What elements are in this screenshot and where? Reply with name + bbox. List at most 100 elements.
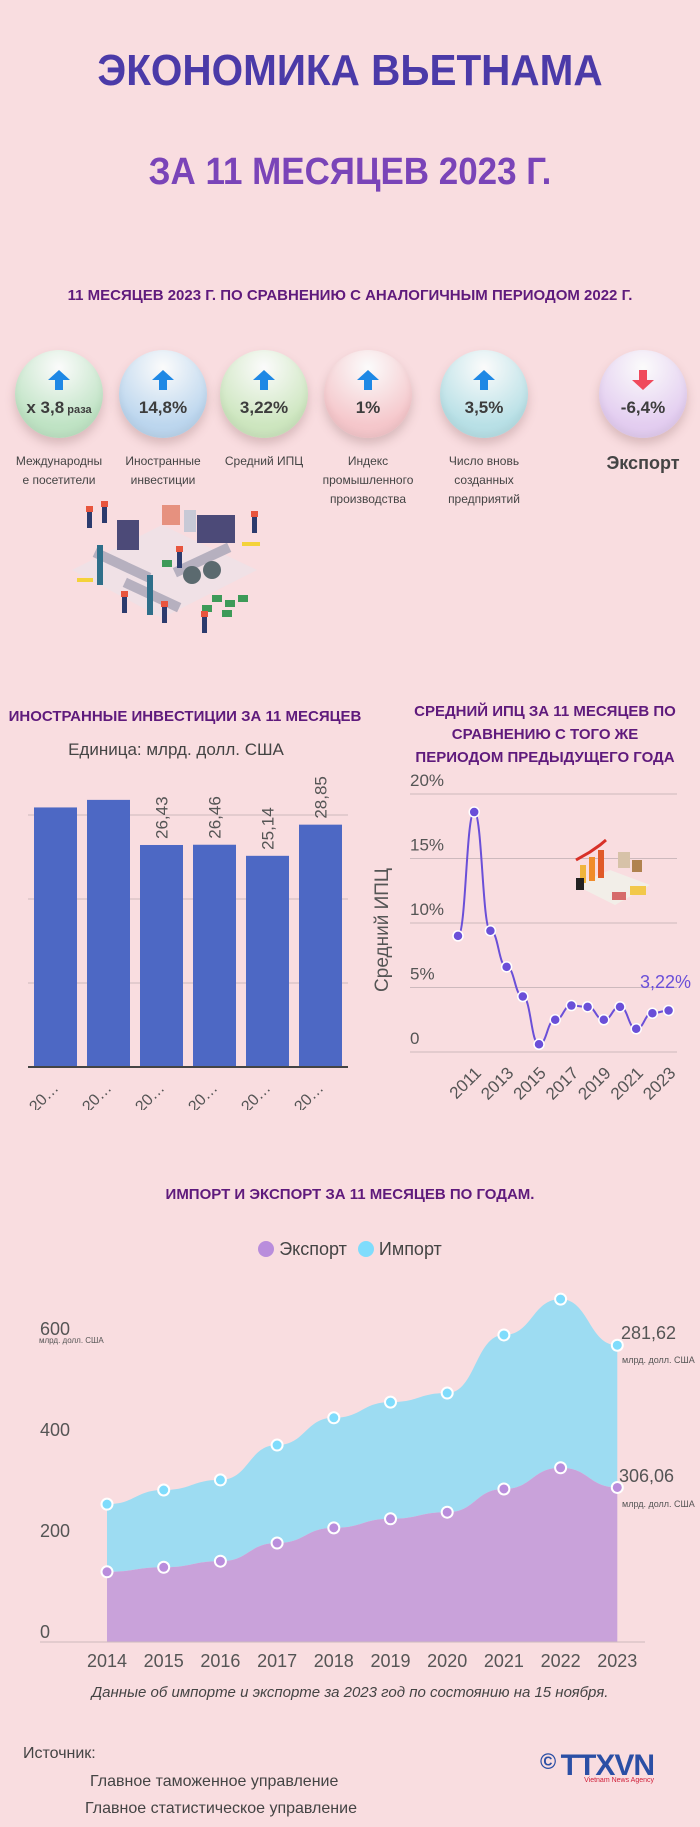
trade-chart-title: ИМПОРТ И ЭКСПОРТ ЗА 11 МЕСЯЦЕВ ПО ГОДАМ. <box>165 1186 535 1203</box>
kpi-circle: 1% <box>324 350 412 438</box>
svg-text:2014: 2014 <box>87 1651 127 1671</box>
kpi-circle: х 3,8 раза <box>15 350 103 438</box>
kpi-label: Индекс промышленного производства <box>322 454 414 506</box>
svg-text:200: 200 <box>40 1521 70 1541</box>
kpi-circle: 3,5% <box>440 350 528 438</box>
kpi-value: 3,22% <box>239 398 289 417</box>
svg-text:20…: 20… <box>132 1080 168 1110</box>
svg-text:2015: 2015 <box>510 1063 550 1103</box>
svg-text:2021: 2021 <box>484 1651 524 1671</box>
svg-text:2020: 2020 <box>427 1651 467 1671</box>
svg-text:3,22%: 3,22% <box>640 972 691 992</box>
arrow-up-icon <box>152 370 174 390</box>
factory-icon <box>72 501 260 633</box>
svg-text:2011: 2011 <box>446 1063 485 1102</box>
arrow-down-icon <box>632 370 654 390</box>
kpi-item: 14,8% Иностранные инвестиции <box>115 350 211 490</box>
svg-text:2021: 2021 <box>607 1063 647 1103</box>
trade-footnote: Данные об импорте и экспорте за 2023 год… <box>91 1684 609 1701</box>
cpi-title-line-1: СРЕДНИЙ ИПЦ ЗА 11 МЕСЯЦЕВ ПО <box>414 703 676 720</box>
svg-text:2017: 2017 <box>257 1651 297 1671</box>
svg-text:млрд. долл. США: млрд. долл. США <box>622 1499 695 1509</box>
kpi-value: х 3,8 раза <box>26 398 92 417</box>
kpi-circle: -6,4% <box>599 350 687 438</box>
ttxvn-logo: © TTXVN Vietnam News Agency <box>540 1749 655 1784</box>
kpi-item: х 3,8 раза Международны е посетители <box>11 350 107 490</box>
kpi-label: Экспорт <box>606 453 680 473</box>
svg-text:2022: 2022 <box>541 1651 581 1671</box>
svg-text:10%: 10% <box>410 900 444 919</box>
svg-text:0: 0 <box>40 1622 50 1642</box>
cpi-title-line-3: ПЕРИОДОМ ПРЕДЫДУЩЕГО ГОДА <box>415 749 675 766</box>
svg-text:20…: 20… <box>26 1080 62 1110</box>
kpi-value: -6,4% <box>620 398 666 417</box>
logo-text: TTXVN <box>560 1749 655 1782</box>
svg-text:20…: 20… <box>185 1080 221 1110</box>
cpi-illustration-icon <box>575 838 650 905</box>
svg-text:млрд. долл. США: млрд. долл. США <box>39 1336 104 1345</box>
svg-text:2015: 2015 <box>144 1651 184 1671</box>
svg-text:2023: 2023 <box>639 1063 679 1103</box>
fdi-chart-title: ИНОСТРАННЫЕ ИНВЕСТИЦИИ ЗА 11 МЕСЯЦЕВ <box>8 708 362 725</box>
legend-export-label: Экспорт <box>279 1239 347 1259</box>
kpi-item: 1% Индекс промышленного производства <box>322 350 414 509</box>
source-statistics: Главное статистическое управление <box>85 1800 357 1817</box>
svg-text:млрд. долл. США: млрд. долл. США <box>622 1355 695 1365</box>
kpi-value: 1% <box>355 398 381 417</box>
svg-text:2017: 2017 <box>542 1063 582 1103</box>
trade-area-chart: 2014 2015 2016 2017 2018 2019 2020 2021 2022 2023… <box>39 1292 695 1671</box>
svg-text:5%: 5% <box>410 965 435 984</box>
svg-text:400: 400 <box>40 1420 70 1440</box>
legend-export-swatch <box>258 1241 275 1257</box>
trade-legend: Экспорт Импорт <box>0 1239 700 1260</box>
kpi-item: 3,5% Число вновь созданных предприятий <box>438 350 530 509</box>
kpi-label: Международны е посетители <box>15 454 103 487</box>
svg-text:20…: 20… <box>79 1080 115 1110</box>
logo-subtext: Vietnam News Agency <box>584 1777 655 1784</box>
arrow-up-icon <box>48 370 70 390</box>
svg-text:28,85: 28,85 <box>312 776 331 819</box>
svg-text:2023: 2023 <box>597 1651 637 1671</box>
svg-text:26,46: 26,46 <box>206 796 225 839</box>
svg-text:600: 600 <box>40 1319 70 1339</box>
arrow-up-icon <box>357 370 379 390</box>
source-customs: Главное таможенное управление <box>90 1773 339 1790</box>
svg-text:20%: 20% <box>410 771 444 790</box>
kpi-label: Число вновь созданных предприятий <box>448 454 520 506</box>
kpi-item: 3,22% Средний ИПЦ <box>218 350 310 471</box>
page-title: ЭКОНОМИКА ВЬЕТНАМА <box>97 46 603 95</box>
legend-import-label: Импорт <box>378 1239 442 1259</box>
svg-text:25,14: 25,14 <box>259 807 278 850</box>
kpi-label: Средний ИПЦ <box>224 454 304 468</box>
svg-text:Средний ИПЦ: Средний ИПЦ <box>372 868 393 992</box>
svg-text:2019: 2019 <box>370 1651 410 1671</box>
fdi-unit-label: Единица: млрд. долл. США <box>68 740 284 759</box>
svg-text:2018: 2018 <box>314 1651 354 1671</box>
legend-import-swatch <box>357 1241 374 1257</box>
copyright-icon: © <box>540 1749 557 1774</box>
svg-text:2019: 2019 <box>574 1063 614 1103</box>
svg-text:20…: 20… <box>238 1080 274 1110</box>
svg-text:0: 0 <box>410 1029 419 1048</box>
svg-text:20…: 20… <box>291 1080 327 1110</box>
kpi-item: -6,4% Экспорт <box>593 350 693 473</box>
cpi-chart-title: СРЕДНИЙ ИПЦ ЗА 11 МЕСЯЦЕВ ПО СРАВНЕНИЮ С… <box>390 700 700 769</box>
comparison-caption: 11 МЕСЯЦЕВ 2023 Г. ПО СРАВНЕНИЮ С АНАЛОГ… <box>67 287 633 304</box>
svg-text:306,06: 306,06 <box>619 1466 674 1486</box>
svg-text:26,43: 26,43 <box>153 796 172 839</box>
kpi-circle: 3,22% <box>220 350 308 438</box>
svg-text:15%: 15% <box>410 836 444 855</box>
svg-text:281,62: 281,62 <box>621 1323 676 1343</box>
cpi-line-chart: 0 5% 10% 15% 20% Средний ИПЦ 3,22% 201120132015… <box>372 771 691 1104</box>
kpi-value: 3,5% <box>464 398 504 417</box>
arrow-up-icon <box>253 370 275 390</box>
kpi-value: 14,8% <box>138 398 188 417</box>
fdi-bar-chart: 20… 20… 26,43 20… 26,46 20… 25,14 20… 28,85 20… <box>26 776 348 1110</box>
page-subtitle: ЗА 11 МЕСЯЦЕВ 2023 Г. <box>148 151 552 193</box>
svg-text:2013: 2013 <box>477 1063 517 1103</box>
svg-text:2016: 2016 <box>200 1651 240 1671</box>
kpi-label: Иностранные инвестиции <box>125 454 201 487</box>
source-heading: Источник: <box>23 1745 96 1762</box>
factory-illustration <box>62 500 267 640</box>
kpi-circle: 14,8% <box>119 350 207 438</box>
